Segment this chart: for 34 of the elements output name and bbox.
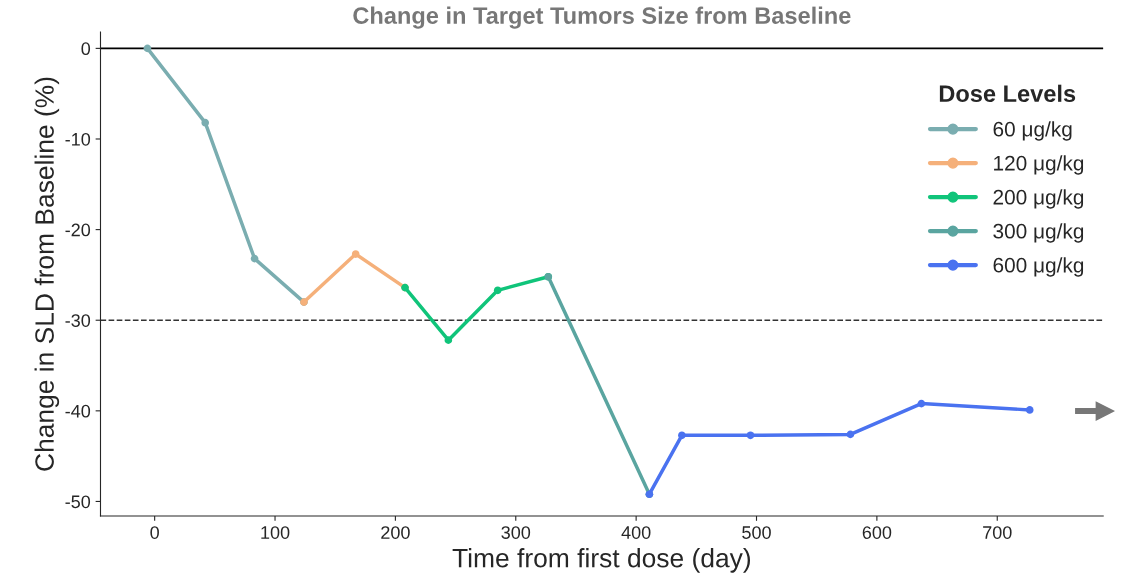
legend-label: 300 μg/kg [993, 223, 1084, 243]
legend-label: 200 μg/kg [993, 189, 1084, 209]
x-tick-label: 0 [150, 526, 159, 539]
x-tick-label: 400 [621, 526, 651, 539]
point [917, 399, 926, 408]
legend-label: 120 μg/kg [994, 155, 1084, 175]
point [351, 250, 360, 258]
point [746, 431, 755, 440]
point [846, 430, 855, 439]
point [1025, 406, 1034, 414]
y-tick-label: -50 [65, 495, 91, 509]
y-tick-label: -30 [65, 314, 91, 327]
point [250, 254, 259, 263]
x-tick-label: 600 [862, 526, 892, 539]
y-tick-label: -40 [65, 404, 91, 418]
y-tick-label: 0 [81, 42, 91, 56]
point [678, 431, 686, 440]
x-tick-label: 700 [983, 526, 1012, 539]
x-tick-label: 300 [501, 526, 531, 539]
x-tick-label: 500 [742, 526, 771, 539]
legend-title: Dose Levels [939, 84, 1076, 103]
x-tick-label: 200 [381, 526, 410, 539]
point [201, 118, 210, 127]
legend-label: 60 μg/kg [993, 121, 1072, 141]
y-tick-label: -10 [65, 132, 91, 146]
point [143, 44, 152, 53]
legend-label: 600 μg/kg [993, 257, 1084, 277]
x-axis-title: Time from first dose (day) [452, 548, 751, 573]
x-tick-label: 100 [261, 526, 290, 539]
chart-title: Change in Target Tumors Size from Baseline [353, 6, 851, 29]
y-tick-label: -20 [65, 223, 91, 237]
point [444, 336, 453, 344]
point [493, 286, 502, 295]
y-axis-title: Change in SLD from Baseline (%) [34, 77, 60, 471]
